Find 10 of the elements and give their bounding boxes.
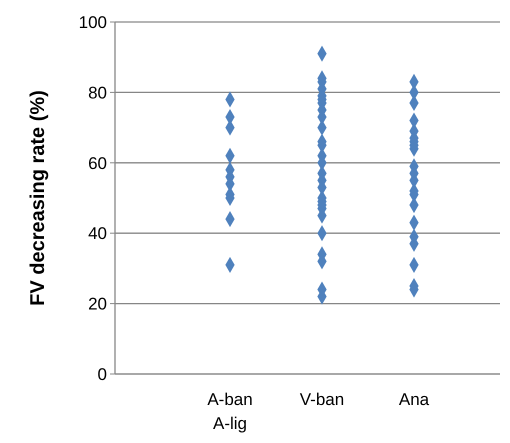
y-tick-label: 40 — [88, 224, 107, 244]
y-axis-title: FV decreasing rate (%) — [27, 90, 49, 306]
x-tick-label: Ana — [398, 390, 430, 409]
y-tick-label: 20 — [88, 294, 107, 314]
x-tick-label: A-ban A-lig — [207, 390, 253, 433]
y-tick-label: 60 — [88, 154, 107, 173]
y-tick-label: 100 — [78, 12, 107, 32]
y-tick-label: 80 — [88, 83, 107, 102]
x-tick-label: V-ban — [300, 390, 344, 409]
y-tick-label: 0 — [98, 364, 107, 384]
